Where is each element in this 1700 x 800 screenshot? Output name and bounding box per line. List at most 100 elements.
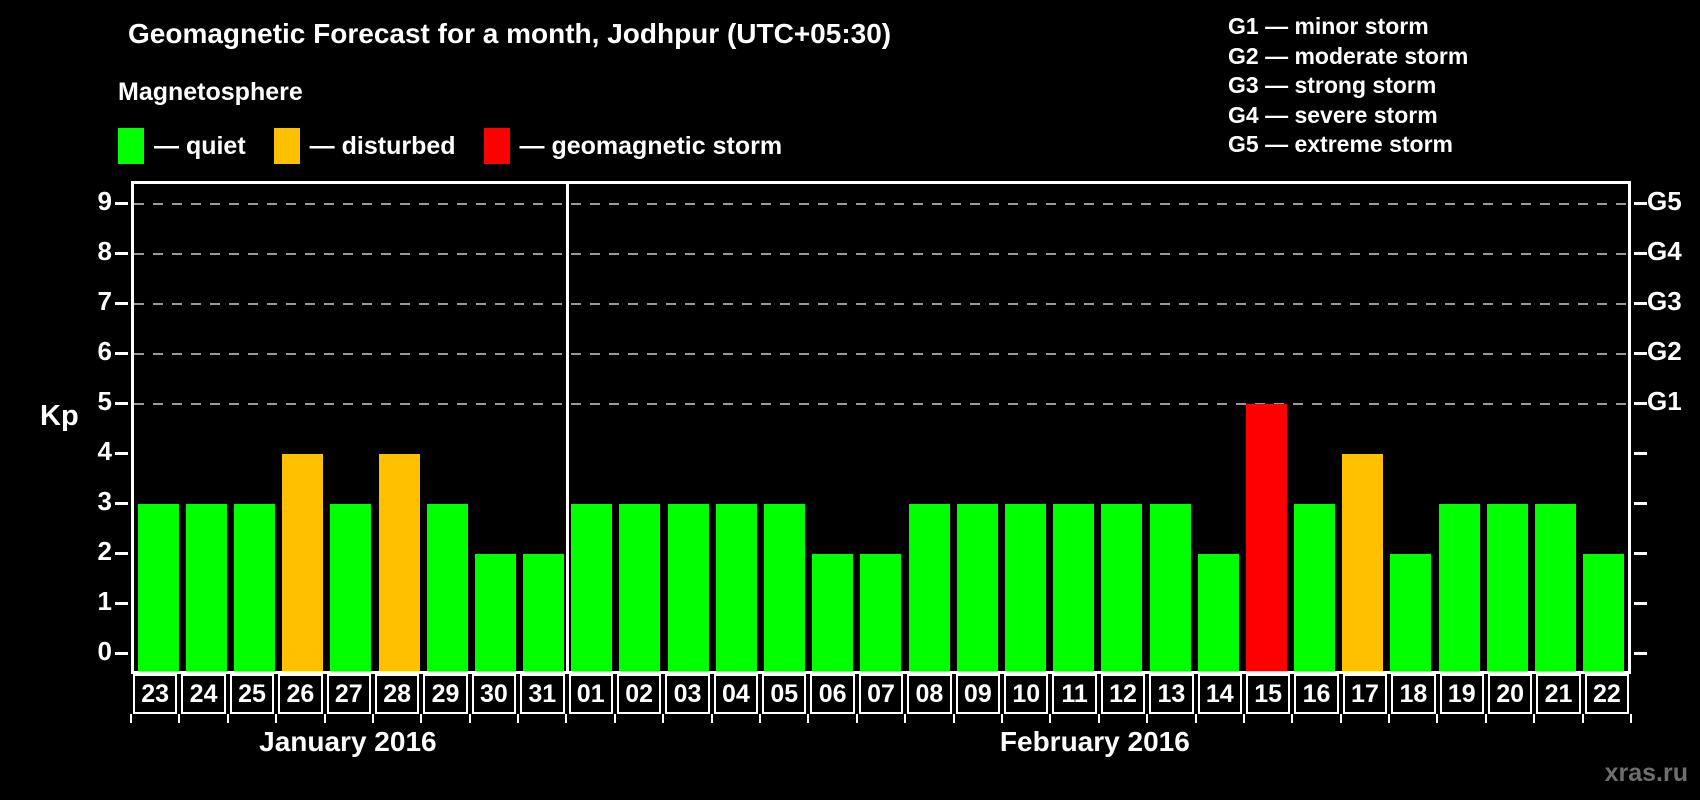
bar-slot-31 bbox=[520, 184, 568, 671]
month-separator-line bbox=[566, 184, 570, 671]
day-boundary-tick bbox=[1388, 714, 1391, 723]
left-tick-kp-3 bbox=[115, 502, 128, 505]
day-cell-slot: 15 bbox=[1244, 674, 1292, 714]
kp-bar-day-23 bbox=[137, 503, 179, 671]
left-tick-kp-1 bbox=[115, 602, 128, 605]
magnetosphere-legend-title: Magnetosphere bbox=[118, 78, 303, 106]
bar-slot-22 bbox=[1580, 184, 1628, 671]
right-tick-kp-9 bbox=[1634, 202, 1647, 205]
day-label-20: 20 bbox=[1487, 674, 1533, 714]
day-label-31: 31 bbox=[520, 674, 565, 714]
bar-slot-21 bbox=[1531, 184, 1579, 671]
day-boundary-tick bbox=[759, 714, 762, 723]
day-boundary-tick bbox=[178, 714, 181, 723]
y-tick-label-9: 9 bbox=[97, 185, 112, 216]
day-boundary-tick bbox=[1484, 714, 1487, 723]
kp-bar-day-09 bbox=[956, 503, 998, 671]
legend-label-storm: — geomagnetic storm bbox=[519, 131, 783, 160]
bar-slot-25 bbox=[230, 184, 278, 671]
day-boundary-tick bbox=[1097, 714, 1100, 723]
y-tick-label-8: 8 bbox=[97, 235, 112, 266]
g-legend-line-g5: G5 — extreme storm bbox=[1228, 131, 1453, 157]
bar-slot-17 bbox=[1339, 184, 1387, 671]
left-tick-kp-2 bbox=[115, 552, 128, 555]
day-label-18: 18 bbox=[1391, 674, 1436, 714]
right-tick-kp-1 bbox=[1634, 602, 1647, 605]
quiet-color-swatch bbox=[118, 128, 144, 164]
day-label-28: 28 bbox=[374, 674, 420, 714]
day-cell-slot: 18 bbox=[1389, 674, 1437, 714]
day-boundary-tick bbox=[1194, 714, 1197, 723]
y-tick-label-6: 6 bbox=[97, 335, 112, 366]
kp-bar-day-04 bbox=[715, 503, 757, 671]
g-legend-line-g2: G2 — moderate storm bbox=[1228, 42, 1469, 69]
day-cell-slot: 13 bbox=[1147, 674, 1195, 714]
kp-bar-day-19 bbox=[1438, 503, 1480, 671]
kp-bar-day-14 bbox=[1197, 553, 1239, 671]
right-tick-kp-0 bbox=[1634, 652, 1647, 655]
right-axis-label-g4: G4 bbox=[1647, 235, 1682, 266]
day-label-15: 15 bbox=[1245, 674, 1291, 714]
day-label-09: 09 bbox=[955, 674, 1001, 714]
right-tick-kp-2 bbox=[1634, 552, 1647, 555]
day-label-03: 03 bbox=[665, 674, 710, 714]
day-cell-slot: 26 bbox=[276, 674, 324, 714]
day-cell-slot: 14 bbox=[1196, 674, 1244, 714]
chart-title: Geomagnetic Forecast for a month, Jodhpu… bbox=[128, 18, 892, 49]
day-cell-slot: 23 bbox=[131, 674, 179, 714]
day-boundary-tick bbox=[1049, 714, 1052, 723]
bar-slot-19 bbox=[1435, 184, 1483, 671]
kp-bars bbox=[134, 184, 1628, 671]
y-tick-label-0: 0 bbox=[97, 635, 112, 666]
day-cell-slot: 17 bbox=[1341, 674, 1389, 714]
day-label-25: 25 bbox=[229, 674, 275, 714]
day-boundary-tick bbox=[1000, 714, 1003, 723]
day-boundary-tick bbox=[1533, 714, 1536, 723]
day-label-10: 10 bbox=[1004, 674, 1049, 714]
day-cell-slot: 04 bbox=[712, 674, 760, 714]
legend-label-quiet: — quiet bbox=[154, 131, 246, 160]
day-cell-slot: 06 bbox=[808, 674, 856, 714]
day-label-24: 24 bbox=[181, 674, 226, 714]
day-boundary-tick bbox=[323, 714, 326, 723]
day-boundary-tick bbox=[807, 714, 810, 723]
day-label-22: 22 bbox=[1584, 674, 1630, 714]
day-boundary-tick bbox=[468, 714, 471, 723]
bar-slot-09 bbox=[953, 184, 1001, 671]
day-cell-slot: 07 bbox=[857, 674, 905, 714]
right-tick-kp-3 bbox=[1634, 502, 1647, 505]
day-cell-slot: 29 bbox=[421, 674, 469, 714]
day-cell-slot: 12 bbox=[1099, 674, 1147, 714]
day-boundary-tick bbox=[371, 714, 374, 723]
right-axis-label-g5: G5 bbox=[1647, 185, 1682, 216]
day-cell-slot: 11 bbox=[1050, 674, 1098, 714]
day-label-06: 06 bbox=[810, 674, 855, 714]
legend-item-storm: — geomagnetic storm bbox=[483, 128, 783, 164]
day-label-07: 07 bbox=[858, 674, 904, 714]
left-tick-kp-6 bbox=[115, 352, 128, 355]
day-cell-slot: 10 bbox=[1002, 674, 1050, 714]
day-label-01: 01 bbox=[568, 674, 613, 714]
bar-slot-02 bbox=[616, 184, 664, 671]
right-tick-kp-5 bbox=[1634, 402, 1647, 405]
day-boundary-tick bbox=[226, 714, 229, 723]
bar-slot-16 bbox=[1291, 184, 1339, 671]
bar-slot-28 bbox=[375, 184, 423, 671]
bar-slot-26 bbox=[279, 184, 327, 671]
kp-bar-day-12 bbox=[1101, 503, 1143, 671]
kp-bar-day-02 bbox=[619, 503, 661, 671]
day-boundary-tick bbox=[130, 714, 132, 723]
day-label-27: 27 bbox=[326, 674, 371, 714]
kp-bar-day-29 bbox=[426, 503, 468, 671]
bar-slot-11 bbox=[1050, 184, 1098, 671]
kp-bar-day-21 bbox=[1535, 503, 1576, 671]
magnetosphere-legend: — quiet — disturbed — geomagnetic storm bbox=[118, 128, 782, 164]
day-boundary-tick bbox=[1581, 714, 1584, 723]
kp-bar-day-22 bbox=[1583, 553, 1625, 671]
day-label-17: 17 bbox=[1342, 674, 1388, 714]
day-label-05: 05 bbox=[762, 674, 807, 714]
legend-label-disturbed: — disturbed bbox=[309, 131, 456, 160]
day-boundary-tick bbox=[1436, 714, 1439, 723]
kp-bar-day-25 bbox=[233, 503, 275, 671]
